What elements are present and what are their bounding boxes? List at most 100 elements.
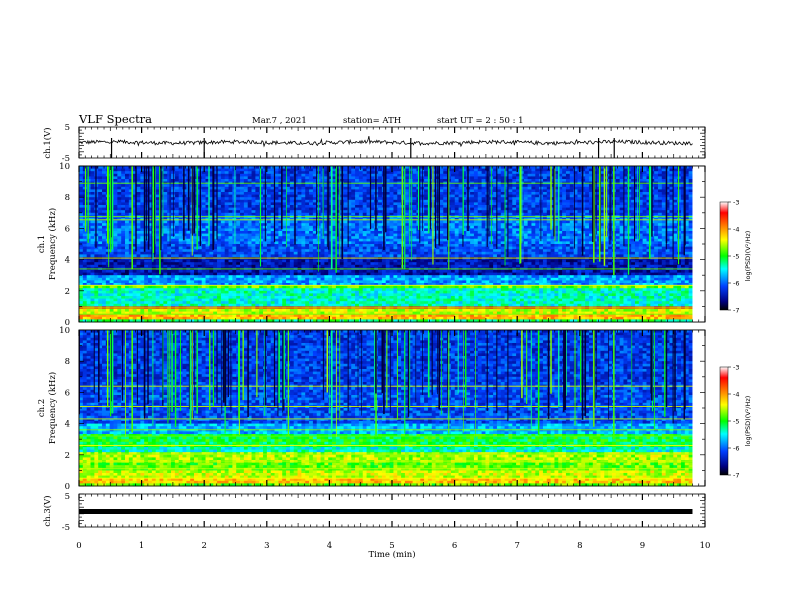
spectrogram-cell — [493, 194, 498, 198]
spectrogram-cell — [550, 179, 555, 182]
spectrogram-cell — [404, 225, 410, 229]
spectrogram-cell — [627, 184, 632, 188]
spectrogram-cell — [631, 179, 636, 182]
spectrogram-cell — [516, 199, 521, 203]
spectrogram-cell — [631, 202, 636, 206]
spectrogram-cell — [347, 173, 352, 177]
spectrogram-cell — [228, 220, 233, 224]
spectrogram-cell — [232, 186, 237, 190]
spectrogram-cell — [542, 186, 548, 190]
spectrogram-cell — [631, 197, 636, 201]
spectrogram-cell — [167, 244, 172, 247]
spectrogram-cell — [565, 184, 571, 188]
spectrogram-cell — [232, 168, 237, 172]
spectrogram-cell — [282, 236, 287, 240]
spectrogram-cell — [324, 244, 329, 247]
spectrogram-cell — [531, 168, 536, 172]
spectrogram-cell — [504, 202, 509, 206]
spectrogram-cell — [358, 199, 364, 203]
spectrogram-cell — [309, 199, 314, 203]
spectrogram-cell — [347, 223, 352, 227]
spectrogram-cell — [408, 184, 413, 188]
spectrogram-cell — [297, 205, 302, 208]
spectrogram-cell — [677, 231, 682, 234]
spectrogram-cell — [201, 194, 206, 198]
spectrogram-cell — [171, 173, 176, 177]
spectrogram-cell — [274, 197, 279, 201]
spectrogram-cell — [493, 210, 498, 214]
spectrogram-cell — [266, 184, 272, 188]
spectrogram-cell — [404, 184, 410, 188]
spectrogram-cell — [684, 228, 690, 232]
spectrogram-cell — [412, 168, 417, 172]
spectrogram-cell — [243, 228, 249, 232]
spectrogram-cell — [220, 231, 226, 234]
spectrogram-cell — [316, 202, 321, 206]
spectrogram-cell — [90, 238, 95, 242]
spectrogram-cell — [424, 220, 429, 224]
spectrogram-cell — [677, 186, 682, 190]
spectrogram-cell — [512, 192, 517, 195]
spectrogram-cell — [493, 207, 498, 211]
spectrogram-cell — [581, 197, 586, 201]
spectrogram-cell — [282, 173, 287, 177]
spectrogram-cell — [213, 176, 218, 180]
spectrogram-cell — [220, 202, 226, 206]
spectrogram-cell — [512, 202, 517, 206]
spectrogram-cell — [125, 205, 130, 208]
spectrogram-cell — [125, 241, 130, 245]
spectrogram-cell — [128, 194, 134, 198]
spectrogram-cell — [619, 236, 624, 240]
spectrogram-cell — [581, 225, 586, 229]
spectrogram-cell — [385, 238, 390, 242]
spectrogram-cell — [117, 238, 122, 242]
spectrogram-cell — [642, 207, 647, 211]
spectrogram-cell — [309, 223, 314, 227]
spectrogram-cell — [397, 225, 402, 229]
spectrogram-cell — [512, 194, 517, 198]
spectrogram-cell — [98, 192, 103, 195]
spectrogram-cell — [366, 244, 371, 247]
spectrogram-cell — [98, 231, 103, 234]
spectrogram-cell — [558, 197, 563, 201]
spectrogram-cell — [508, 197, 513, 201]
spectrogram-cell — [516, 231, 521, 234]
spectrogram-cell — [393, 238, 398, 242]
spectrogram-cell — [255, 223, 260, 227]
spectrogram-cell — [546, 194, 552, 198]
spectrogram-cell — [140, 228, 145, 232]
spectrogram-cell — [251, 241, 256, 245]
spectrogram-cell — [424, 202, 429, 206]
spectrogram-cell — [132, 238, 137, 242]
spectrogram-cell — [324, 171, 329, 175]
spectrogram-cell — [504, 166, 509, 169]
spectrogram-cell — [163, 205, 168, 208]
spectrogram-cell — [266, 205, 272, 208]
spectrogram-cell — [201, 205, 206, 208]
spectrogram-cell — [224, 197, 229, 201]
spectrogram-cell — [385, 231, 390, 234]
spectrogram-cell — [646, 220, 651, 224]
spectrogram-cell — [454, 236, 459, 240]
spectrogram-cell — [343, 189, 348, 193]
spectrogram-cell — [558, 184, 563, 188]
spectrogram-cell — [542, 179, 548, 182]
spectrogram-cell — [125, 210, 130, 214]
spectrogram-cell — [343, 179, 348, 182]
spectrogram-cell — [631, 205, 636, 208]
spectrogram-cell — [293, 231, 298, 234]
spectrogram-cell — [251, 194, 256, 198]
spectrogram-cell — [431, 166, 436, 169]
spectrogram-cell — [588, 186, 594, 190]
spectrogram-cell — [86, 236, 91, 240]
spectrogram-cell — [680, 233, 686, 237]
spectrogram-cell — [516, 223, 521, 227]
spectrogram-cell — [439, 192, 444, 195]
spectrogram-cell — [266, 228, 272, 232]
spectrogram-cell — [201, 189, 206, 193]
spectrogram-cell — [638, 171, 644, 175]
spectrogram-cell — [293, 192, 298, 195]
spectrogram-cell — [232, 179, 237, 182]
spectrogram-cell — [362, 179, 367, 182]
spectrogram-cell — [680, 210, 686, 214]
